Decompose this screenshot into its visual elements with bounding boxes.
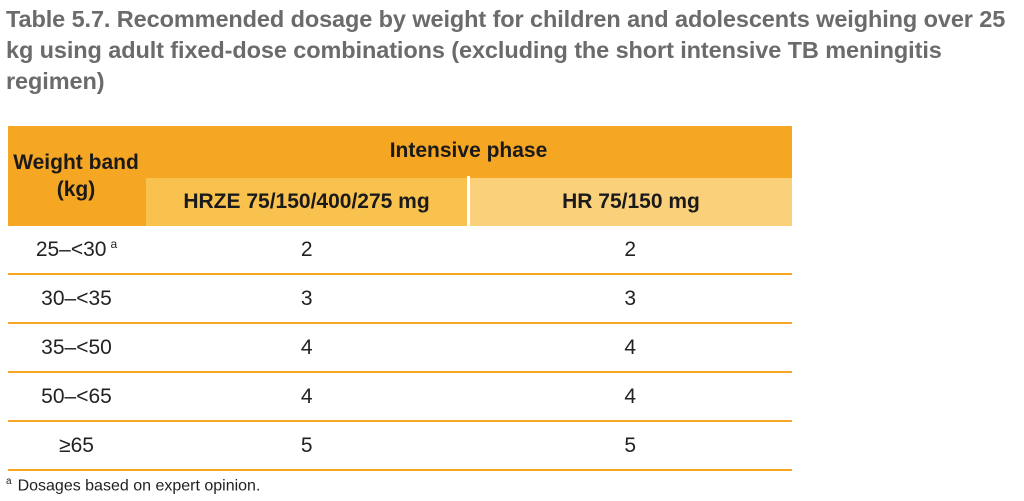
- weight-value: 25–<30: [35, 238, 107, 261]
- hrze-cell: 4: [145, 372, 469, 422]
- table-row: 30–<35 3 3: [8, 274, 792, 324]
- weight-cell: 25–<30 a: [8, 226, 145, 275]
- hr-cell: 3: [468, 274, 792, 324]
- hrze-cell: 5: [145, 421, 469, 471]
- hr-cell: 2: [468, 226, 792, 275]
- header-weight-band: Weight band (kg): [8, 126, 145, 226]
- header-hr: HR 75/150 mg: [467, 176, 792, 226]
- footnote-marker: a: [110, 237, 118, 251]
- table-row: 35–<50 4 4: [8, 323, 792, 373]
- table-row: 50–<65 4 4: [8, 372, 792, 422]
- weight-cell: 35–<50: [8, 323, 145, 373]
- header-intensive-phase: Intensive phase: [145, 126, 792, 177]
- table-row: ≥65 5 5: [8, 421, 792, 471]
- header-hrze: HRZE 75/150/400/275 mg: [144, 176, 469, 226]
- hr-cell: 4: [468, 323, 792, 373]
- footnote-text: Dosages based on expert opinion.: [17, 477, 261, 495]
- hrze-cell: 3: [145, 274, 469, 324]
- weight-cell: ≥65: [8, 421, 145, 471]
- hrze-cell: 4: [145, 323, 469, 373]
- hr-cell: 4: [468, 372, 792, 422]
- weight-cell: 30–<35: [8, 274, 145, 324]
- table-footnote: a Dosages based on expert opinion.: [6, 476, 260, 495]
- dosage-table: Weight band (kg) Intensive phase HRZE 75…: [8, 126, 792, 471]
- table-row: 25–<30 a 2 2: [8, 226, 792, 275]
- hrze-cell: 2: [145, 226, 469, 275]
- footnote-marker: a: [6, 476, 12, 487]
- table-caption: Table 5.7. Recommended dosage by weight …: [6, 6, 1006, 94]
- hr-cell: 5: [468, 421, 792, 471]
- weight-cell: 50–<65: [8, 372, 145, 422]
